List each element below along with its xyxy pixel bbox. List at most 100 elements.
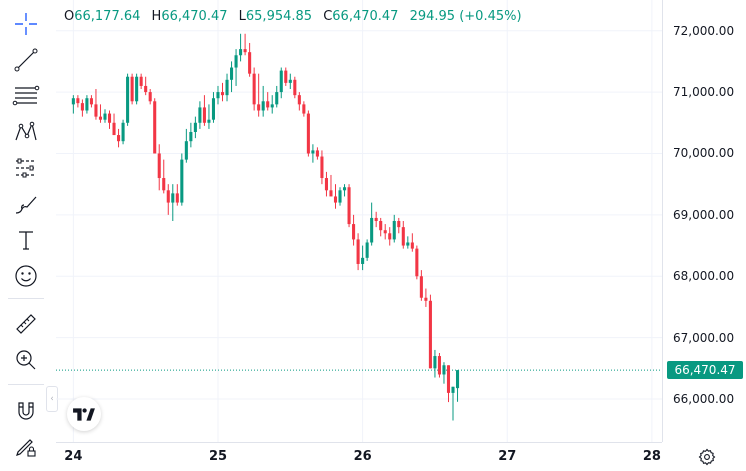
candle-body <box>261 101 265 111</box>
candle-body <box>451 386 455 393</box>
candle-body <box>338 190 342 203</box>
change-value: 294.95 (+0.45%) <box>409 9 522 24</box>
fib-retracement-icon[interactable] <box>8 78 44 114</box>
candle-body <box>428 300 432 369</box>
candle-body <box>121 122 125 142</box>
lock-drawing-icon[interactable] <box>8 428 44 464</box>
candle-body <box>162 178 166 191</box>
candle-body <box>266 101 270 108</box>
price-tick-label: 70,000.00 <box>673 146 735 161</box>
candle-body <box>401 227 405 246</box>
high-key: H <box>151 9 162 24</box>
candle-body <box>347 187 351 225</box>
candle-body <box>198 107 202 123</box>
candle-body <box>442 365 446 375</box>
candle-body <box>437 356 441 375</box>
candle-body <box>356 239 360 264</box>
ruler-icon[interactable] <box>8 306 44 342</box>
candle-body <box>166 190 170 203</box>
price-tick-label: 72,000.00 <box>673 23 735 38</box>
candle-body <box>302 104 306 114</box>
time-tick-label: 28 <box>642 449 661 464</box>
candle-body <box>103 113 107 120</box>
pattern-icon[interactable] <box>8 114 44 150</box>
time-axis[interactable]: 24 25 26 27 28 <box>56 442 662 471</box>
candle-body <box>171 193 175 203</box>
candle-body <box>288 79 292 83</box>
prediction-icon[interactable] <box>8 150 44 186</box>
candle-body <box>424 297 428 301</box>
candle-body <box>415 248 419 277</box>
open-key: O <box>64 9 75 24</box>
price-tick-label: 69,000.00 <box>673 207 735 222</box>
candle-body <box>117 135 121 142</box>
price-axis[interactable]: 66,000.00 67,000.00 68,000.00 69,000.00 70,0… <box>662 0 746 442</box>
candle-body <box>220 92 225 96</box>
candle-body <box>270 104 274 108</box>
candle-body <box>89 98 93 105</box>
candle-body <box>311 150 315 154</box>
candle-body <box>193 122 197 132</box>
candle-body <box>315 150 319 157</box>
candle-body <box>397 221 401 228</box>
candle-body <box>370 217 374 243</box>
candle-body <box>126 76 130 123</box>
candle-body <box>324 178 328 191</box>
candle-body <box>112 122 116 136</box>
candle-body <box>419 276 423 298</box>
tradingview-logo[interactable] <box>67 397 101 431</box>
candle-body <box>455 370 460 389</box>
candle-body <box>135 76 139 102</box>
zoom-in-icon[interactable] <box>8 342 44 378</box>
candle-body <box>365 242 369 258</box>
candle-body <box>216 92 220 99</box>
candle-body <box>189 131 193 142</box>
candle-body <box>297 95 301 105</box>
price-tick-label: 68,000.00 <box>673 269 735 284</box>
candle-body <box>225 79 229 96</box>
candle-body <box>130 76 134 102</box>
trend-line-icon[interactable] <box>8 42 44 78</box>
magnet-icon[interactable] <box>8 392 44 428</box>
candle-body <box>329 190 333 197</box>
open-value: 66,177.64 <box>74 9 141 24</box>
candle-body <box>333 196 338 203</box>
candle-body <box>388 233 392 240</box>
candle-body <box>252 73 256 105</box>
candle-body <box>157 153 161 179</box>
brush-icon[interactable] <box>8 186 44 222</box>
candle-body <box>374 217 378 221</box>
low-value: 65,954.85 <box>245 9 313 24</box>
candle-body <box>275 92 279 105</box>
candle-body <box>293 79 297 96</box>
time-tick-label: 24 <box>64 449 83 464</box>
candle-body <box>180 159 184 203</box>
candle-body <box>257 104 261 111</box>
candle-body <box>175 193 179 203</box>
crosshair-icon[interactable] <box>8 6 44 42</box>
candle-body <box>207 119 211 123</box>
settings-gear-icon[interactable] <box>698 448 716 466</box>
candle-body <box>230 67 234 80</box>
candle-body <box>248 52 252 74</box>
candle-body <box>85 98 89 111</box>
time-tick-label: 26 <box>353 449 372 464</box>
low-key: L <box>238 9 246 24</box>
candle-body <box>71 98 75 105</box>
candle-body <box>379 221 383 231</box>
candle-body <box>144 85 148 93</box>
candle-body <box>361 257 365 264</box>
candle-body <box>76 98 80 104</box>
text-icon[interactable] <box>8 222 44 258</box>
toolbar-divider <box>8 298 44 299</box>
candle-body <box>446 365 451 393</box>
emoji-icon[interactable] <box>8 258 44 294</box>
toolbar-divider <box>8 384 44 385</box>
candle-body <box>148 92 152 102</box>
candle-body <box>202 107 206 123</box>
candle-body <box>352 224 356 240</box>
candle-body <box>306 113 310 154</box>
candle-body <box>98 116 103 120</box>
candlestick-chart[interactable] <box>56 0 662 442</box>
candle-body <box>184 141 188 160</box>
